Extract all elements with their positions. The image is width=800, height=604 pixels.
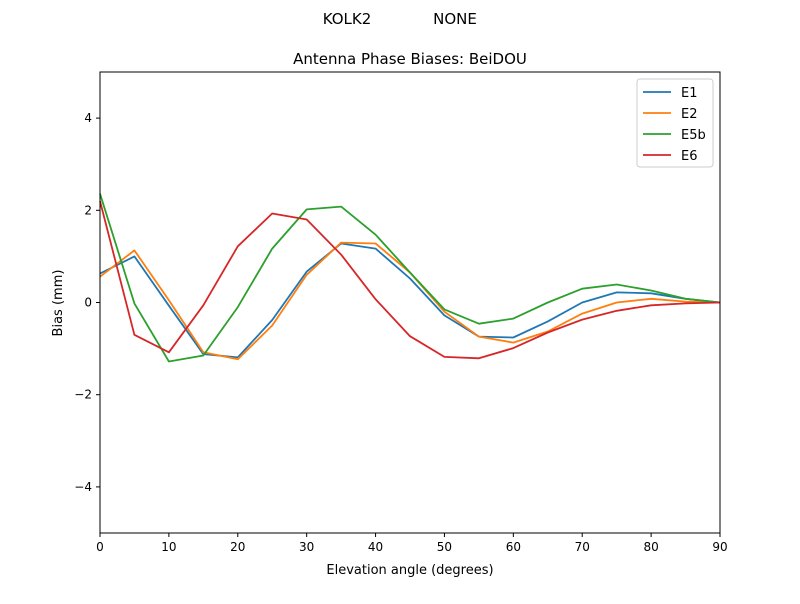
- axes-frame: [99, 71, 721, 534]
- x-tick-label: 70: [575, 540, 590, 554]
- x-axis-label: Elevation angle (degrees): [326, 563, 493, 578]
- ticks: 0 10 20 30 40 50 60 70 80 90 −4 −2 0 2 4: [74, 111, 727, 554]
- y-tick-label: 2: [84, 203, 92, 217]
- y-tick-label: 4: [84, 111, 92, 125]
- y-tick-label: −4: [74, 480, 92, 494]
- x-tick-label: 40: [368, 540, 383, 554]
- legend-label: E6: [681, 149, 698, 164]
- legend: E1 E2 E5b E6: [636, 78, 714, 168]
- x-tick-label: 90: [712, 540, 727, 554]
- chart-title: Antenna Phase Biases: BeiDOU: [293, 50, 527, 68]
- legend-label: E5b: [681, 128, 706, 143]
- series-line-e1: [99, 242, 721, 359]
- suptitle-station: KOLK2: [323, 10, 372, 28]
- x-tick-label: 20: [230, 540, 245, 554]
- legend-box: [636, 78, 714, 168]
- plot-area: [99, 193, 721, 363]
- x-tick-label: 50: [437, 540, 452, 554]
- y-tick-label: 0: [84, 296, 92, 310]
- x-tick-label: 10: [161, 540, 176, 554]
- suptitle-antenna: NONE: [433, 10, 477, 28]
- series-line-e2: [99, 241, 721, 361]
- x-tick-label: 0: [96, 540, 104, 554]
- y-tick-label: −2: [74, 388, 92, 402]
- legend-label: E2: [681, 107, 698, 122]
- x-tick-label: 30: [299, 540, 314, 554]
- series-line-e5b: [99, 193, 721, 363]
- legend-label: E1: [681, 86, 698, 101]
- x-tick-label: 60: [506, 540, 521, 554]
- y-axis-label: Bias (mm): [51, 270, 66, 337]
- x-tick-label: 80: [643, 540, 658, 554]
- series-line-e6: [99, 200, 721, 360]
